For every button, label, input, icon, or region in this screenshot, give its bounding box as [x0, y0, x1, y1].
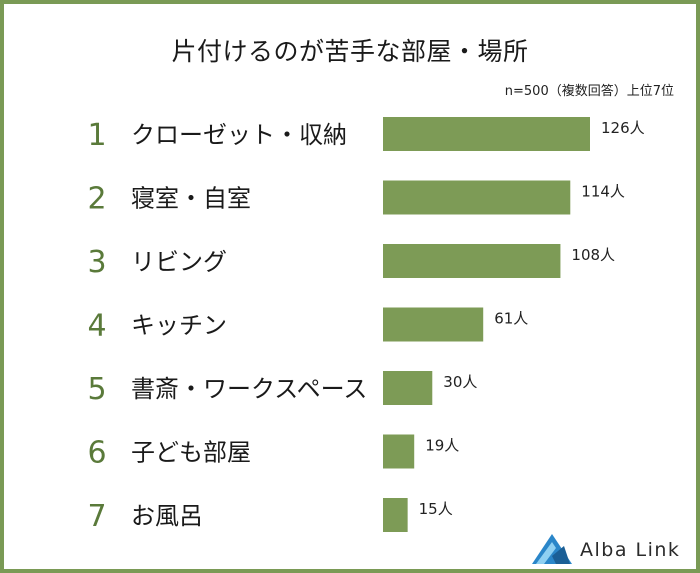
rank-number: 1	[87, 118, 106, 153]
category-label: 寝室・自室	[131, 185, 251, 213]
alba-link-logo: Alba Link	[530, 532, 690, 568]
category-label: キッチン	[131, 312, 227, 340]
triangle-logo-icon	[532, 534, 572, 564]
value-label: 108人	[571, 246, 615, 264]
value-label: 61人	[494, 310, 528, 328]
rank-number: 5	[87, 372, 106, 407]
value-label: 19人	[425, 437, 459, 455]
rank-number: 2	[87, 182, 106, 217]
category-label: 書斎・ワークスペース	[131, 375, 367, 403]
value-label: 114人	[581, 183, 625, 201]
rank-number: 6	[87, 436, 106, 471]
category-label: リビング	[131, 248, 227, 276]
value-label: 30人	[443, 373, 477, 391]
brand-name: Alba Link	[580, 539, 681, 561]
bar	[383, 244, 561, 278]
category-label: お風呂	[131, 502, 203, 530]
category-label: クローゼット・収納	[131, 121, 347, 149]
chart-title: 片付けるのが苦手な部屋・場所	[171, 37, 529, 66]
bar	[383, 180, 571, 215]
value-label: 15人	[419, 500, 453, 518]
value-label: 126人	[601, 119, 645, 137]
sample-note: n=500（複数回答）上位7位	[504, 84, 674, 99]
rank-number: 3	[87, 245, 106, 280]
category-label: 子ども部屋	[131, 439, 251, 467]
bar	[383, 307, 484, 342]
bar	[383, 117, 590, 151]
rank-number: 7	[87, 499, 106, 534]
bar	[383, 371, 433, 405]
rank-number: 4	[87, 309, 106, 344]
bar	[383, 498, 408, 532]
bar	[383, 434, 415, 469]
